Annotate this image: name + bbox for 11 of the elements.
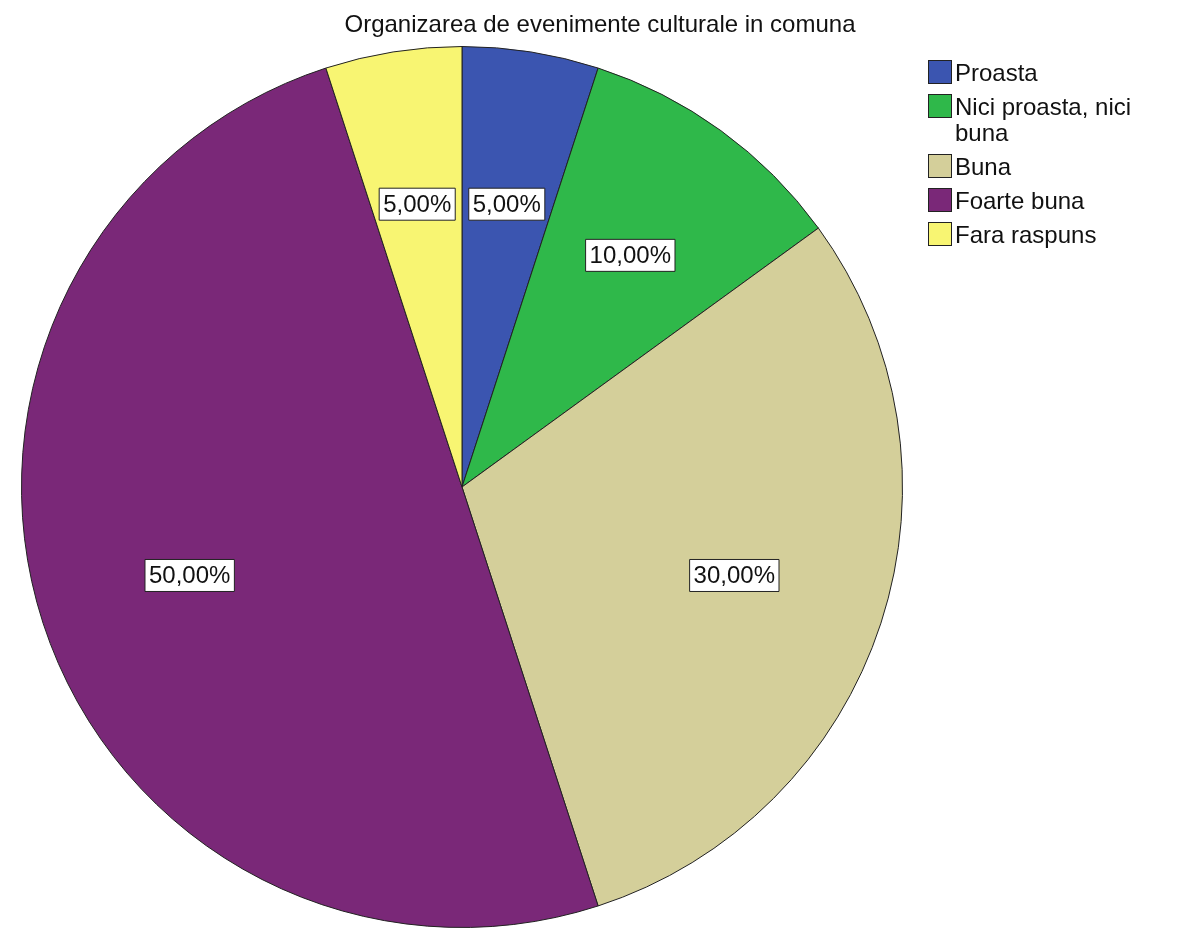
data-label: 10,00% <box>589 240 671 268</box>
data-label: 5,00% <box>472 189 541 217</box>
legend-label: Proasta <box>955 59 1038 86</box>
data-label: 30,00% <box>693 561 776 589</box>
chart-title: Organizarea de evenimente culturale in comuna <box>343 10 857 38</box>
data-label: 5,00% <box>383 189 452 217</box>
legend-label: Buna <box>955 153 1012 180</box>
legend-label: Fara raspuns <box>955 221 1097 248</box>
legend-label: Nici proasta, nici buna <box>955 93 1133 146</box>
data-label: 50,00% <box>148 561 231 589</box>
legend-label: Foarte buna <box>955 187 1085 214</box>
